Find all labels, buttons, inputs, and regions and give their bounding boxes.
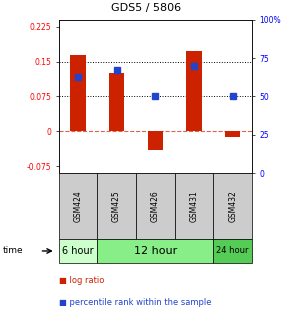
Text: GDS5 / 5806: GDS5 / 5806 bbox=[111, 3, 182, 13]
Bar bbox=[148, 131, 163, 150]
Bar bbox=[109, 73, 124, 131]
Text: GSM431: GSM431 bbox=[190, 190, 198, 222]
Text: ■ percentile rank within the sample: ■ percentile rank within the sample bbox=[59, 298, 211, 307]
Bar bbox=[225, 131, 240, 137]
Text: time: time bbox=[3, 247, 23, 255]
Bar bbox=[213, 173, 252, 239]
Text: GSM424: GSM424 bbox=[74, 190, 82, 222]
Bar bbox=[213, 239, 252, 263]
Text: ■ log ratio: ■ log ratio bbox=[59, 276, 104, 285]
Bar bbox=[136, 173, 175, 239]
Bar bbox=[186, 51, 202, 131]
Bar bbox=[70, 55, 86, 131]
Text: GSM432: GSM432 bbox=[228, 190, 237, 222]
Bar bbox=[97, 173, 136, 239]
Bar bbox=[59, 239, 97, 263]
Text: 6 hour: 6 hour bbox=[62, 246, 94, 256]
Text: GSM425: GSM425 bbox=[112, 190, 121, 222]
Text: GSM426: GSM426 bbox=[151, 190, 160, 222]
Bar bbox=[175, 173, 213, 239]
Bar bbox=[59, 173, 97, 239]
Text: 12 hour: 12 hour bbox=[134, 246, 177, 256]
Bar bbox=[97, 239, 213, 263]
Text: 24 hour: 24 hour bbox=[217, 247, 249, 255]
